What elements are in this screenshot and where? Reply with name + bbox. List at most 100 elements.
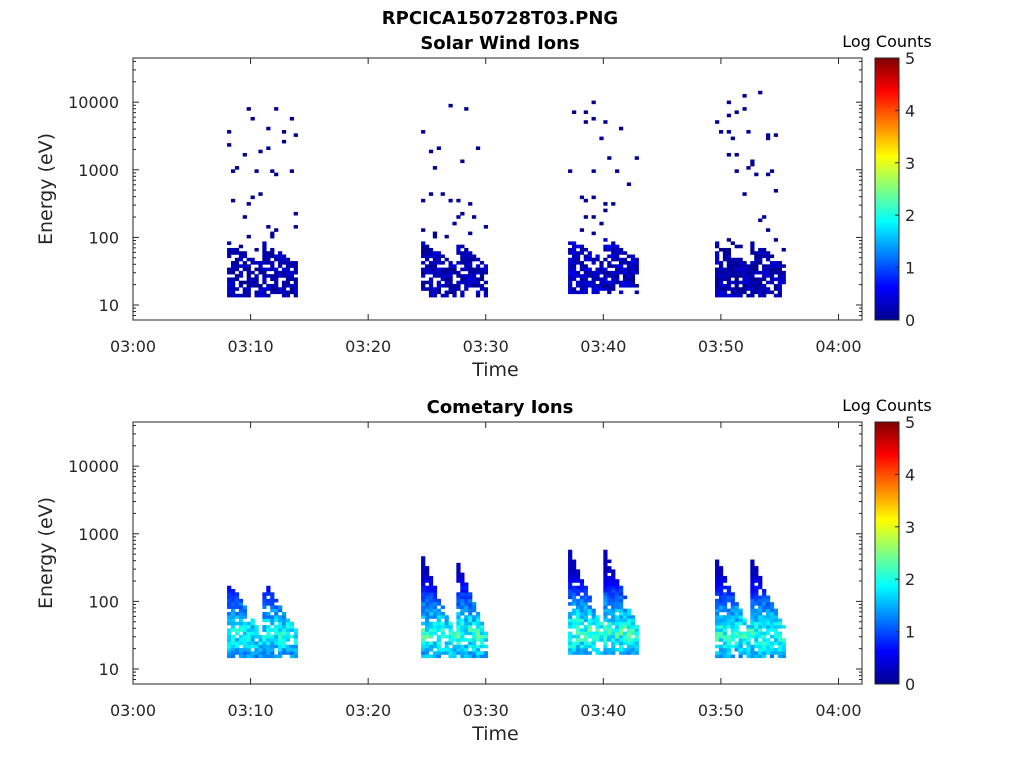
heatmap-cell <box>591 647 596 652</box>
heatmap-cell <box>428 254 434 259</box>
colorbar-tick-label: 5 <box>905 49 915 68</box>
heatmap-cell <box>234 621 240 626</box>
heatmap-cell <box>571 290 577 295</box>
heatmap-cell <box>758 628 763 632</box>
heatmap-cell <box>607 244 612 249</box>
heatmap-cell <box>424 598 430 603</box>
heatmap-cell <box>773 625 779 629</box>
heatmap-cell <box>619 631 624 636</box>
heatmap-cell <box>428 575 434 580</box>
heatmap-cell <box>630 641 635 645</box>
heatmap-cell <box>285 293 291 298</box>
heatmap-cell <box>421 598 426 603</box>
heatmap-cell <box>246 270 251 275</box>
heatmap-cell <box>568 595 573 600</box>
heatmap-cell <box>436 618 441 623</box>
heatmap-cell <box>424 634 430 639</box>
heatmap-cell <box>754 172 759 177</box>
heatmap-cell <box>266 592 271 596</box>
heatmap-cell <box>603 244 608 249</box>
heatmap-cell <box>266 589 271 593</box>
heatmap-cell <box>242 625 247 629</box>
heatmap-cell <box>781 274 786 278</box>
heatmap-cell <box>634 628 639 632</box>
heatmap-cell <box>278 647 283 652</box>
heatmap-cell <box>460 585 465 590</box>
heatmap-cell <box>421 631 426 636</box>
heatmap-cell <box>603 202 608 206</box>
heatmap-cell <box>281 631 287 636</box>
heatmap-cell <box>424 575 430 580</box>
heatmap-cell <box>607 582 612 587</box>
heatmap-cell <box>607 647 612 652</box>
heatmap-cell <box>611 585 616 590</box>
heatmap-cell <box>479 628 485 632</box>
heatmap-cell <box>734 631 739 636</box>
heatmap-cell <box>607 634 612 639</box>
heatmap-cell <box>715 625 720 629</box>
heatmap-cell <box>579 608 585 613</box>
heatmap-cell <box>750 562 755 567</box>
heatmap-cell <box>421 575 426 580</box>
heatmap-cell <box>250 651 255 655</box>
heatmap-cell <box>575 598 581 603</box>
heatmap-cell <box>738 634 743 639</box>
heatmap-cell <box>571 251 577 255</box>
heatmap-cell <box>575 592 581 596</box>
heatmap-cell <box>738 654 743 659</box>
heatmap-cell <box>626 628 632 632</box>
heatmap-cell <box>270 277 275 281</box>
heatmap-cell <box>619 585 624 590</box>
heatmap-cell <box>715 631 720 636</box>
heatmap-cell <box>762 589 767 593</box>
heatmap-cell <box>274 654 279 659</box>
heatmap-cell <box>436 254 441 259</box>
heatmap-cell <box>266 293 271 298</box>
heatmap-cell <box>619 615 624 619</box>
heatmap-cell <box>238 647 244 652</box>
heatmap-cell <box>568 290 573 295</box>
y-tick-label: 10000 <box>68 457 119 476</box>
heatmap-cell <box>777 631 782 636</box>
heatmap-cell <box>715 615 720 619</box>
heatmap-cell <box>246 654 251 659</box>
heatmap-cell <box>626 631 632 636</box>
x-tick-label: 03:30 <box>463 337 509 356</box>
heatmap-cell <box>293 631 298 636</box>
heatmap-cell <box>603 575 608 580</box>
heatmap-cell <box>622 608 628 613</box>
heatmap-cell <box>603 283 608 288</box>
heatmap-cell <box>726 238 731 242</box>
heatmap-cell <box>266 615 271 619</box>
heatmap-cell <box>460 582 465 587</box>
heatmap-cell <box>281 611 287 616</box>
heatmap-cell <box>568 621 573 626</box>
heatmap-cell <box>599 221 604 226</box>
heatmap-cell <box>758 257 763 262</box>
heatmap-cell <box>615 638 620 642</box>
heatmap-cell <box>227 290 232 295</box>
heatmap-cell <box>595 631 600 636</box>
heatmap-cell <box>769 264 775 268</box>
heatmap-cell <box>583 254 588 259</box>
heatmap-cell <box>456 592 461 596</box>
heatmap-cell <box>611 241 616 245</box>
heatmap-cell <box>568 559 573 564</box>
heatmap-cell <box>754 257 759 262</box>
heatmap-cell <box>758 605 763 609</box>
heatmap-cell <box>583 644 588 649</box>
heatmap-cell <box>227 628 232 632</box>
heatmap-cell <box>742 107 747 111</box>
heatmap-cell <box>587 621 592 626</box>
heatmap-cell <box>587 644 592 649</box>
heatmap-cell <box>285 638 291 642</box>
heatmap-cell <box>758 631 763 636</box>
heatmap-cell <box>607 274 612 278</box>
heatmap-cell <box>456 283 461 288</box>
heatmap-cell <box>472 257 477 262</box>
heatmap-cell <box>734 625 739 629</box>
heatmap-cell <box>579 274 585 278</box>
heatmap-cell <box>456 641 461 645</box>
heatmap-cell <box>765 136 771 141</box>
heatmap-cell <box>611 287 616 291</box>
